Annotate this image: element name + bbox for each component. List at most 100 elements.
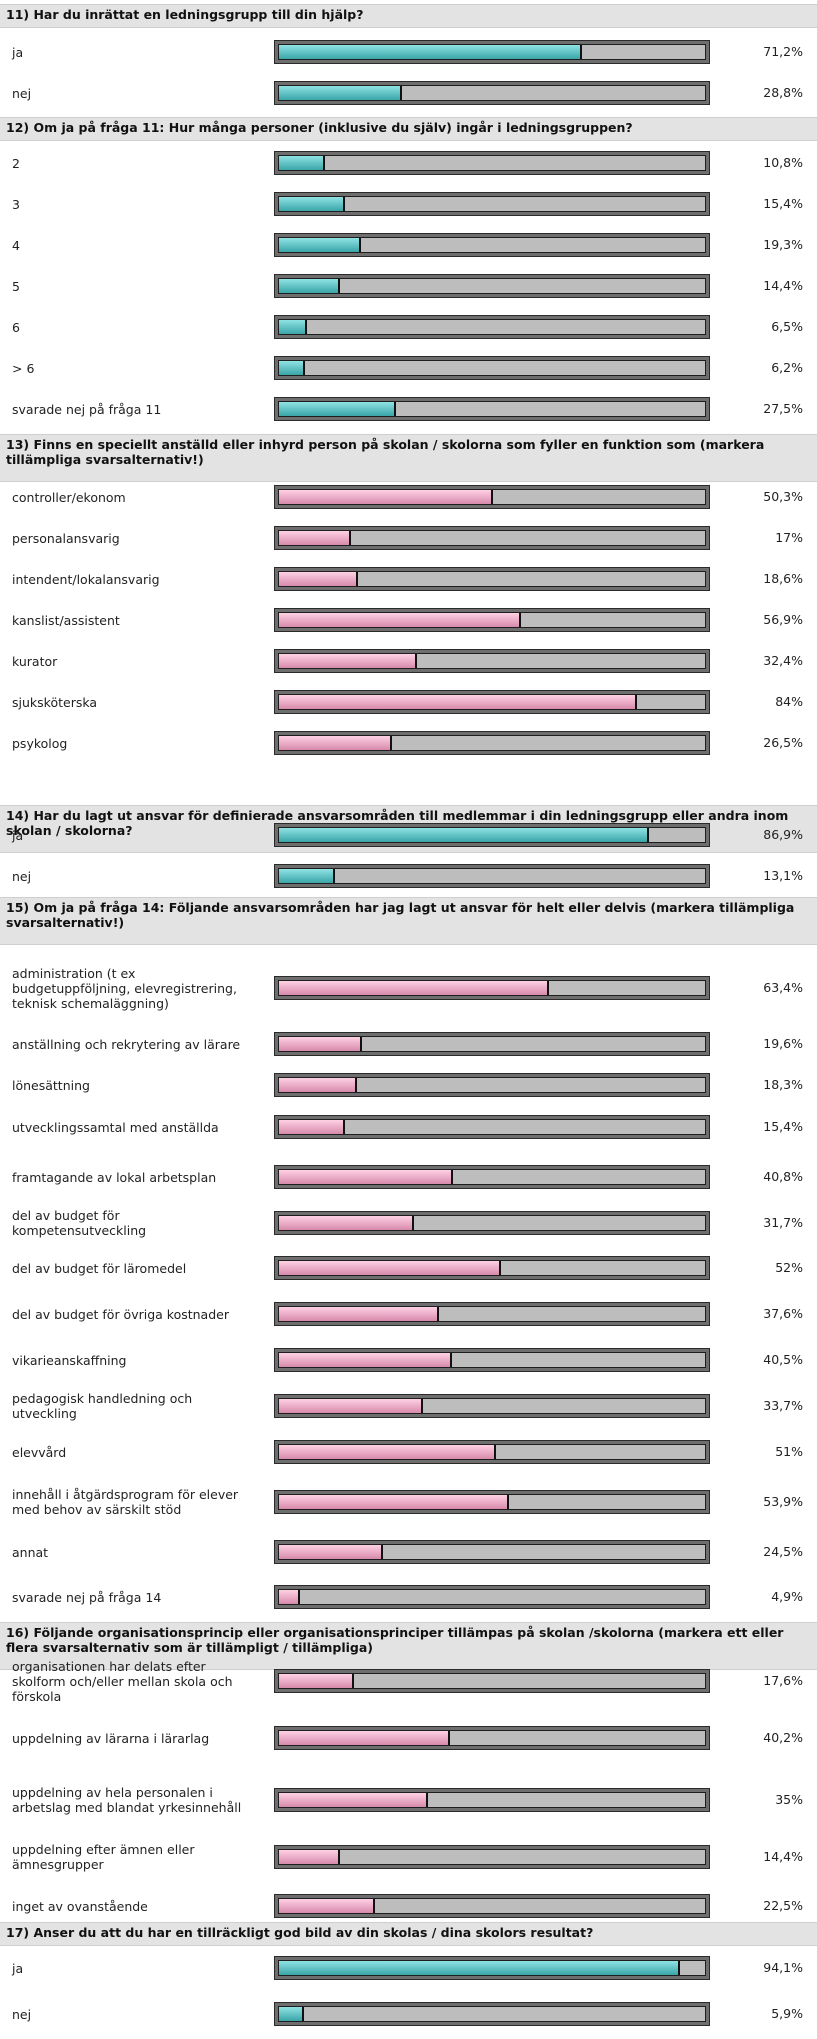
answer-label: sjuksköterska xyxy=(12,695,98,710)
result-bar-track xyxy=(278,1169,706,1185)
result-bar-track xyxy=(278,1960,706,1976)
answer-label: anställning och rekrytering av lärare xyxy=(12,1037,241,1052)
result-bar-fill xyxy=(279,654,418,668)
result-bar xyxy=(274,1211,710,1235)
question-16-answer-row: uppdelning av lärarna i lärarlag 40,2% xyxy=(0,1713,817,1763)
question-17-answer-row: nej 5,9% xyxy=(0,1989,817,2039)
result-bar xyxy=(274,1032,710,1056)
question-16-answer-row: uppdelning efter ämnen eller ämnesgruppe… xyxy=(0,1832,817,1882)
result-bar-fill xyxy=(279,869,335,883)
result-bar-track xyxy=(278,237,706,253)
result-bar-fill xyxy=(279,1674,354,1688)
question-15-answer-row: framtagande av lokal arbetsplan 40,8% xyxy=(0,1152,817,1202)
result-bar-track xyxy=(278,1544,706,1560)
result-bar-track xyxy=(278,653,706,669)
result-bar xyxy=(274,1788,710,1812)
question-12-answer-row: 3 15,4% xyxy=(0,179,817,229)
question-13-answer-row: sjuksköterska 84% xyxy=(0,677,817,727)
result-bar-track xyxy=(278,1036,706,1052)
result-bar-track xyxy=(278,401,706,417)
answer-percentage: 71,2% xyxy=(763,44,803,59)
answer-percentage: 40,8% xyxy=(763,1169,803,1184)
answer-percentage: 10,8% xyxy=(763,155,803,170)
question-16-answer-row: organisationen har delats efter skolform… xyxy=(0,1656,817,1706)
result-bar-fill xyxy=(279,531,352,545)
result-bar xyxy=(274,823,710,847)
result-bar-fill xyxy=(279,1495,509,1509)
answer-percentage: 14,4% xyxy=(763,278,803,293)
result-bar-fill xyxy=(279,1170,453,1184)
result-bar xyxy=(274,192,710,216)
result-bar-fill xyxy=(279,238,362,252)
answer-label: svarade nej på fråga 11 xyxy=(12,402,162,417)
answer-label: del av budget för läromedel xyxy=(12,1261,187,1276)
question-15-answer-row: del av budget för övriga kostnader 37,6% xyxy=(0,1289,817,1339)
question-13-answer-row: personalansvarig 17% xyxy=(0,513,817,563)
answer-percentage: 17,6% xyxy=(763,1673,803,1688)
result-bar-fill xyxy=(279,156,325,170)
result-bar xyxy=(274,976,710,1000)
result-bar-fill xyxy=(279,1307,440,1321)
answer-label: kanslist/assistent xyxy=(12,613,120,628)
answer-label: del av budget för kompetensutveckling xyxy=(12,1208,147,1238)
result-bar-track xyxy=(278,612,706,628)
result-bar-track xyxy=(278,1494,706,1510)
result-bar xyxy=(274,356,710,380)
answer-percentage: 28,8% xyxy=(763,85,803,100)
answer-label: utvecklingssamtal med anställda xyxy=(12,1120,219,1135)
question-13-answer-row: kurator 32,4% xyxy=(0,636,817,686)
answer-label: 2 xyxy=(12,156,20,171)
question-15-answer-row: del av budget för läromedel 52% xyxy=(0,1243,817,1293)
question-11-answer-row: nej 28,8% xyxy=(0,68,817,118)
result-bar xyxy=(274,397,710,421)
answer-percentage: 19,6% xyxy=(763,1036,803,1051)
answer-label: intendent/lokalansvarig xyxy=(12,572,160,587)
answer-percentage: 37,6% xyxy=(763,1306,803,1321)
result-bar-track xyxy=(278,1352,706,1368)
answer-label: nej xyxy=(12,869,32,884)
answer-label: ja xyxy=(12,1961,24,1976)
result-bar-fill xyxy=(279,1353,452,1367)
answer-label: psykolog xyxy=(12,736,68,751)
result-bar-track xyxy=(278,278,706,294)
question-13-answer-row: kanslist/assistent 56,9% xyxy=(0,595,817,645)
result-bar xyxy=(274,1956,710,1980)
result-bar xyxy=(274,1256,710,1280)
result-bar-track xyxy=(278,1673,706,1689)
result-bar-track xyxy=(278,827,706,843)
result-bar-track xyxy=(278,980,706,996)
answer-percentage: 13,1% xyxy=(763,868,803,883)
result-bar-track xyxy=(278,868,706,884)
answer-label: innehåll i åtgärdsprogram för elever med… xyxy=(12,1487,239,1517)
answer-percentage: 27,5% xyxy=(763,401,803,416)
question-14-answer-row: nej 13,1% xyxy=(0,851,817,901)
result-bar-fill xyxy=(279,1961,680,1975)
question-12-answer-row: > 6 6,2% xyxy=(0,343,817,393)
answer-label: annat xyxy=(12,1545,49,1560)
answer-percentage: 14,4% xyxy=(763,1849,803,1864)
result-bar-fill xyxy=(279,736,392,750)
result-bar xyxy=(274,151,710,175)
result-bar-fill xyxy=(279,695,637,709)
result-bar-fill xyxy=(279,1078,357,1092)
answer-label: lönesättning xyxy=(12,1078,90,1093)
answer-percentage: 33,7% xyxy=(763,1398,803,1413)
question-13-answer-row: psykolog 26,5% xyxy=(0,718,817,768)
answer-percentage: 5,9% xyxy=(771,2006,803,2021)
answer-percentage: 35% xyxy=(775,1792,803,1807)
result-bar-track xyxy=(278,85,706,101)
answer-label: ja xyxy=(12,45,24,60)
question-15-answer-row: utvecklingssamtal med anställda 15,4% xyxy=(0,1102,817,1152)
question-11-title: 11) Har du inrättat en ledningsgrupp til… xyxy=(0,4,817,28)
answer-label: inget av ovanstående xyxy=(12,1899,148,1914)
result-bar-fill xyxy=(279,1261,501,1275)
answer-label: personalansvarig xyxy=(12,531,120,546)
question-13-title: 13) Finns en speciellt anställd eller in… xyxy=(0,434,817,482)
result-bar-track xyxy=(278,489,706,505)
answer-percentage: 84% xyxy=(775,694,803,709)
result-bar-track xyxy=(278,1119,706,1135)
answer-percentage: 24,5% xyxy=(763,1544,803,1559)
question-15-answer-row: elevvård 51% xyxy=(0,1427,817,1477)
result-bar xyxy=(274,1348,710,1372)
answer-label: elevvård xyxy=(12,1445,67,1460)
